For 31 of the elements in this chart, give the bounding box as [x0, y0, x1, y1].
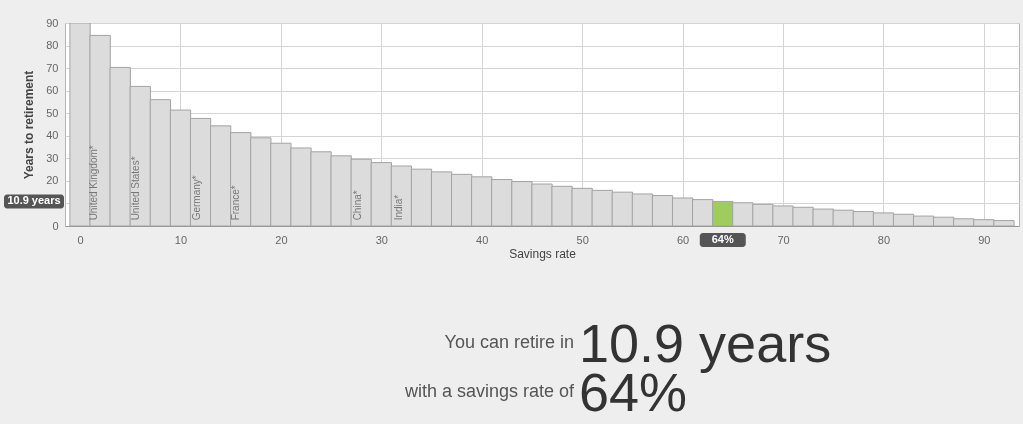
x-tick-label: 20	[275, 233, 288, 246]
y-axis-title: Years to retirement	[22, 70, 37, 180]
text: with a savings rate of	[403, 381, 575, 401]
y-tick-label: 60	[46, 84, 59, 97]
y-tick-label: 30	[46, 151, 59, 164]
annotation: Germany*	[190, 175, 202, 221]
y-tick-label: 70	[46, 61, 59, 74]
y-tick-label: 40	[46, 129, 59, 142]
x-tick-label: 40	[476, 233, 489, 246]
x-tick-label: 80	[877, 233, 891, 246]
x-axis-title: Savings rate	[509, 246, 577, 261]
x-tick-label: 60	[676, 233, 690, 246]
text: 10.9 years	[7, 194, 61, 207]
x-tick-label: 70	[777, 233, 790, 246]
x-tick-label: 10	[174, 233, 188, 246]
x-tick-label: 90	[978, 233, 991, 246]
annotation: 64%	[711, 233, 734, 245]
x-tick-label: 50	[576, 233, 589, 246]
y-tick-label: 20	[46, 174, 59, 187]
y-tick-label: 50	[46, 106, 59, 119]
annotation: China*	[352, 190, 364, 221]
x-tick-label: 0	[77, 233, 84, 246]
y-tick-label: 0	[52, 219, 59, 232]
y-tick-label: 80	[46, 39, 59, 52]
annotation: India*	[393, 194, 405, 221]
text: You can retire in	[444, 332, 574, 352]
annotation: United Kingdom*	[88, 145, 100, 221]
annotation: France*	[229, 185, 241, 221]
annotation: United States*	[130, 156, 142, 221]
x-tick-label: 30	[375, 233, 388, 246]
y-tick-label: 90	[46, 16, 59, 29]
